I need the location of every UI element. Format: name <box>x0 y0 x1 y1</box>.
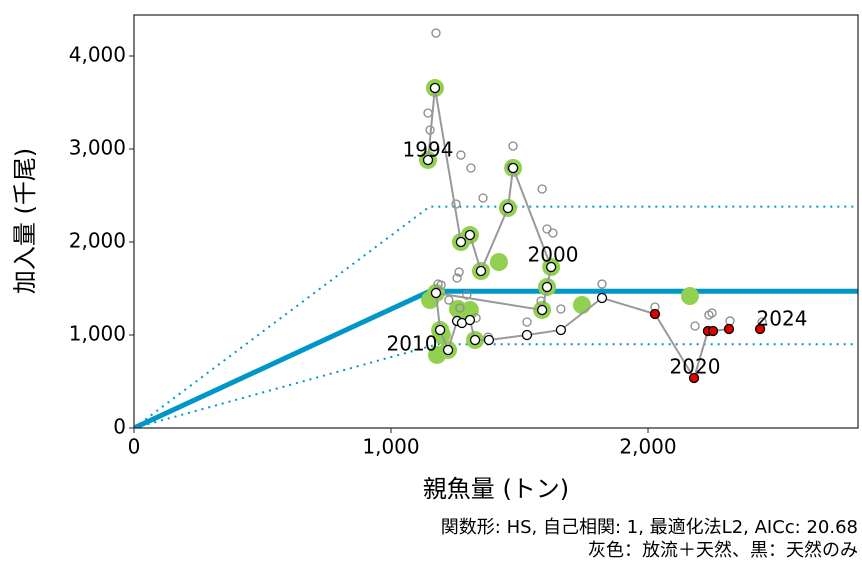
natural-point <box>596 292 608 304</box>
x-axis-label: 親魚量 (トン) <box>423 475 569 503</box>
x-tick-label: 2,000 <box>619 435 676 459</box>
all-point <box>548 228 558 238</box>
natural-point <box>475 265 487 277</box>
all-point <box>444 295 454 305</box>
natural-point <box>469 334 481 346</box>
fit-line <box>134 288 858 428</box>
year-annotation: 1994 <box>403 138 454 162</box>
natural-point <box>464 314 476 326</box>
all-point <box>725 316 735 326</box>
natural-point <box>521 329 533 341</box>
natural-point <box>434 324 446 336</box>
all-point <box>690 321 700 331</box>
highlight-point <box>572 295 591 314</box>
natural-point <box>541 281 553 293</box>
caption: 関数形: HS, 自己相関: 1, 最適化法L2, AICc: 20.68 <box>441 517 858 538</box>
all-point <box>556 304 566 314</box>
all-point <box>462 290 472 300</box>
natural-point <box>507 162 519 174</box>
plot-frame <box>133 14 859 429</box>
natural-point <box>545 261 557 273</box>
natural-point <box>455 236 467 248</box>
all-point <box>456 150 466 160</box>
all-point <box>478 193 488 203</box>
plot-area <box>134 28 858 428</box>
year-annotation: 2010 <box>387 332 438 356</box>
all-point <box>452 273 462 283</box>
y-axis-label: 加入量 (千尾) <box>11 148 39 294</box>
year-annotation: 2024 <box>757 307 808 331</box>
y-tick-label: 0 <box>113 415 126 439</box>
natural-point <box>688 372 700 384</box>
natural-point <box>649 308 661 320</box>
all-point <box>454 267 464 277</box>
all-point <box>707 308 717 318</box>
natural-point <box>430 287 442 299</box>
highlight-point <box>428 345 447 364</box>
natural-point <box>464 229 476 241</box>
year-annotation: 2000 <box>528 243 579 267</box>
fit-line <box>134 205 858 428</box>
all-point <box>542 224 552 234</box>
all-point <box>522 317 532 327</box>
all-point <box>508 141 518 151</box>
all-point <box>436 280 446 290</box>
y-tick-label: 2,000 <box>69 229 126 253</box>
natural-point <box>483 334 495 346</box>
all-point <box>431 28 441 38</box>
natural-point <box>422 154 434 166</box>
caption: 灰色：放流＋天然、黒：天然のみ <box>588 540 858 561</box>
all-point <box>423 108 433 118</box>
latest-point <box>754 323 766 335</box>
natural-point <box>536 304 548 316</box>
all-point <box>597 279 607 289</box>
highlight-point <box>680 287 699 306</box>
y-tick-label: 1,000 <box>69 322 126 346</box>
y-tick-label: 3,000 <box>69 136 126 160</box>
x-tick-label: 1,000 <box>362 435 419 459</box>
natural-point <box>555 324 567 336</box>
year-annotation: 2020 <box>670 355 721 379</box>
fit-line <box>134 343 858 428</box>
natural-point <box>723 323 735 335</box>
natural-point <box>502 202 514 214</box>
natural-point <box>707 325 719 337</box>
all-point <box>466 163 476 173</box>
natural-point <box>442 344 454 356</box>
y-tick-label: 4,000 <box>69 43 126 67</box>
all-point <box>455 303 465 313</box>
x-tick-label: 0 <box>128 435 141 459</box>
natural-path <box>427 87 730 381</box>
all-point <box>537 184 547 194</box>
highlight-point <box>489 253 508 272</box>
natural-point <box>429 82 441 94</box>
